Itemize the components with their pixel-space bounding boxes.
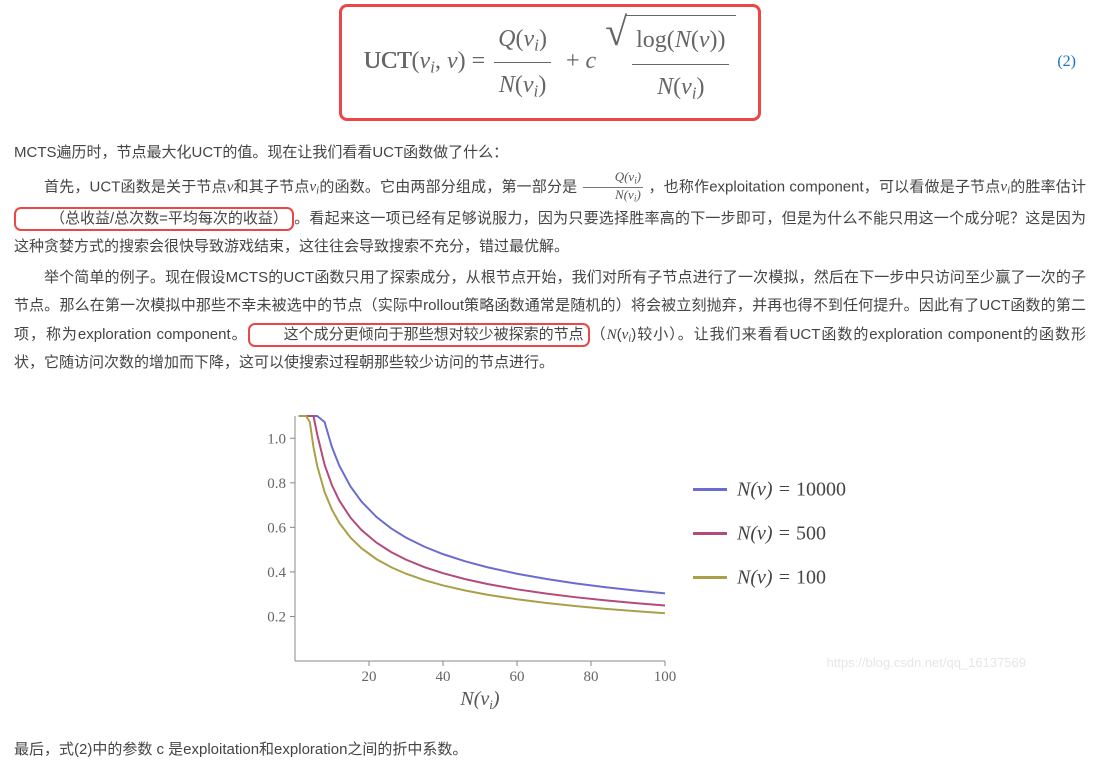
svg-text:N(v) = 10000: N(v) = 10000	[736, 478, 846, 500]
highlight-exploration: 这个成分更倾向于那些想对较少被探索的节点	[248, 323, 590, 347]
svg-text:N(v) = 100: N(v) = 100	[736, 566, 826, 588]
svg-text:20: 20	[362, 669, 377, 685]
paragraph-last: 最后，式(2)中的参数 c 是exploitation和exploration之…	[14, 736, 1086, 765]
highlight-avg-reward: （总收益/总次数=平均每次的收益）	[14, 207, 294, 231]
paragraph-2: 举个简单的例子。现在假设MCTS的UCT函数只用了探索成分，从根节点开始，我们对…	[14, 264, 1086, 378]
svg-text:80: 80	[584, 669, 599, 685]
svg-text:0.4: 0.4	[267, 565, 286, 581]
equation-row: UCT(vi, v) = Q(vi) N(vi) + c √ log(N(v))…	[14, 4, 1086, 121]
uct-equation: UCT(vi, v) = Q(vi) N(vi) + c √ log(N(v))…	[339, 4, 762, 121]
svg-text:N(v) = 500: N(v) = 500	[736, 522, 826, 544]
svg-text:0.2: 0.2	[267, 609, 286, 625]
text: 首先，UCT函数是关于节点	[44, 178, 227, 195]
svg-text:0.8: 0.8	[267, 476, 286, 492]
svg-text:0.6: 0.6	[267, 520, 286, 536]
svg-text:100: 100	[654, 669, 677, 685]
text: （	[590, 326, 607, 343]
paragraph-1: 首先，UCT函数是关于节点v和其子节点vi的函数。它由两部分组成，第一部分是 Q…	[14, 170, 1086, 262]
text: 和其子节点	[233, 178, 309, 195]
svg-text:40: 40	[436, 669, 451, 685]
svg-text:N(vi): N(vi)	[459, 688, 500, 712]
text: 的胜率估计	[1010, 178, 1086, 195]
text: 的函数。它由两部分组成，第一部分是	[319, 178, 582, 195]
paragraph-intro: MCTS遍历时，节点最大化UCT的值。现在让我们看看UCT函数做了什么：	[14, 139, 1086, 168]
equation-number: (2)	[1057, 47, 1076, 77]
svg-text:60: 60	[510, 669, 525, 685]
svg-text:1.0: 1.0	[267, 431, 286, 447]
text: ，也称作exploitation component，可以看做是子节点	[644, 178, 1000, 195]
exploration-chart: 0.2 0.4 0.6 0.8 1.0 20 40 60 80 100 N(vi) N(v) = 10…	[14, 406, 1086, 716]
document-page: UCT(vi, v) = Q(vi) N(vi) + c √ log(N(v))…	[0, 0, 1100, 784]
chart-svg: 0.2 0.4 0.6 0.8 1.0 20 40 60 80 100 N(vi) N(v) = 10…	[225, 406, 875, 716]
